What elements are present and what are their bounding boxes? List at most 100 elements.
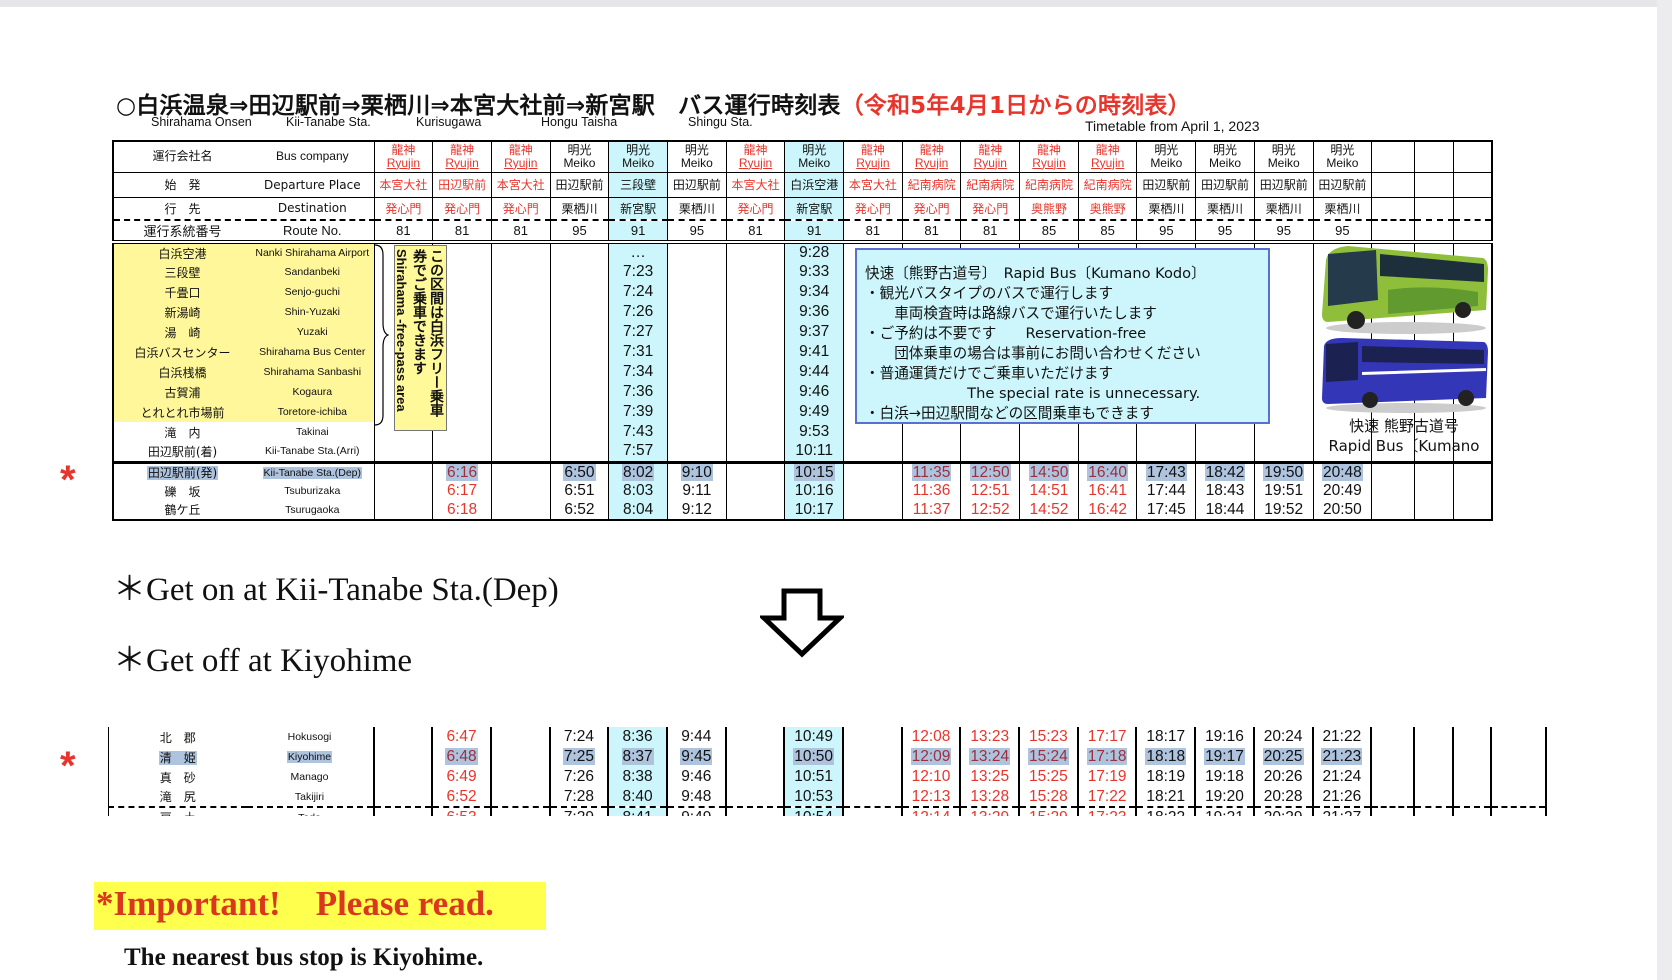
time-cell: 17:45 — [1136, 500, 1197, 520]
time-cell-text: 16:40 — [1087, 463, 1129, 481]
route-cell: 81 — [901, 219, 962, 244]
time-cell: 7:25 — [548, 747, 610, 767]
company-cell: 龍神 Ryujin — [1019, 140, 1079, 173]
time-cell — [666, 402, 727, 422]
company-cell: 龍神 Ryujin — [960, 140, 1021, 173]
bracket-icon — [374, 244, 389, 426]
time-cell: 9:44 — [665, 727, 727, 747]
company-jp: 龍神 — [1036, 142, 1061, 157]
time-cell — [666, 242, 727, 262]
time-cell: 8:37 — [607, 747, 668, 767]
stop-row: 鶴ケ丘 Tsurugaoka 6:18 6:52 8:04 9:12 10:17 11:37 1… — [112, 500, 1493, 520]
stop-name-jp: 田辺駅前(発) — [112, 460, 252, 482]
time-cell-text: 15:24 — [1028, 748, 1069, 765]
time-cell: 14:52 — [1019, 500, 1079, 520]
time-cell: 20:50 — [1312, 500, 1373, 520]
company-cell: 龍神 Ryujin — [725, 140, 786, 173]
time-cell: 9:44 — [784, 362, 845, 382]
stop-name-jp: 北 郡 — [108, 727, 247, 747]
time-cell-text: 10:50 — [793, 748, 835, 765]
time-cell — [490, 442, 551, 462]
time-cell — [549, 282, 610, 302]
company-jp: 明光 — [1271, 142, 1296, 157]
time-cell — [725, 500, 786, 520]
company-jp: 龍神 — [860, 142, 885, 157]
time-cell — [1253, 422, 1314, 442]
time-cell: 15:28 — [1018, 787, 1079, 807]
time-cell: 21:26 — [1311, 787, 1373, 807]
header-row-departure: 始 発 Departure Place 本宮大社 田辺駅前 本宮大社 田辺駅前 三段壁 田辺駅… — [112, 171, 1493, 198]
stop-row: とれとれ市場前 Toretore-ichiba 7:39 9:49 — [112, 402, 1493, 422]
time-cell — [489, 767, 551, 787]
time-cell: 10:17 — [784, 500, 845, 520]
departure-cell: 田辺駅前 — [432, 171, 492, 198]
stop-row: 清 姫 Kiyohime 6:48 7:25 8:37 9:45 10:50 12:09 13:… — [108, 747, 1548, 767]
time-cell — [490, 262, 551, 282]
empty-cell — [1413, 767, 1455, 787]
time-cell — [843, 460, 903, 482]
top-border — [0, 0, 1672, 7]
departure-cell: 田辺駅前 — [1253, 171, 1314, 198]
company-jp: 明光 — [684, 142, 709, 157]
time-cell: 10:15 — [784, 460, 845, 482]
time-cell: 20:28 — [1252, 787, 1314, 807]
time-cell: 7:39 — [608, 402, 668, 422]
time-cell: 7:27 — [608, 322, 668, 342]
stop-name-en: Kogaura — [251, 382, 375, 402]
empty-cell — [1453, 196, 1493, 221]
info-line: 車両検査時は路線バスで運行いたします — [865, 305, 1157, 322]
time-cell-text: 8:02 — [622, 463, 655, 481]
time-cell: 16:42 — [1077, 500, 1138, 520]
time-cell — [372, 787, 434, 807]
nearest-stop-note: The nearest bus stop is Kiyohime. — [124, 944, 484, 971]
time-cell — [960, 422, 1021, 442]
time-cell: 21:22 — [1311, 727, 1373, 747]
info-line: The special rate is unnecessary. — [865, 385, 1201, 402]
time-cell — [1195, 442, 1255, 462]
time-cell: 7:23 — [608, 262, 668, 282]
time-cell: 8:04 — [608, 500, 668, 520]
time-cell: 9:45 — [665, 747, 727, 767]
header-label-jp: 行 先 — [112, 196, 252, 221]
time-cell — [725, 402, 786, 422]
time-cell — [372, 767, 434, 787]
empty-cell — [1413, 727, 1455, 747]
time-cell: 19:50 — [1253, 460, 1314, 482]
route-cell: 95 — [1136, 219, 1197, 244]
stop-row: 古賀浦 Kogaura 7:36 9:46 — [112, 382, 1493, 402]
header-row-company: 運行会社名 Bus company 龍神 Ryujin 龍神 Ryujin 龍神 Ryujin… — [112, 140, 1493, 173]
company-cell: 龍神 Ryujin — [490, 140, 551, 173]
time-cell — [490, 242, 551, 262]
stop-row: 白浜桟橋 Shirahama Sanbashi 7:34 9:44 — [112, 362, 1493, 382]
company-jp: 龍神 — [391, 142, 416, 157]
time-cell — [843, 481, 903, 501]
time-cell — [725, 282, 786, 302]
route-cell: 95 — [1312, 219, 1373, 244]
company-cell: 龍神 Ryujin — [901, 140, 962, 173]
time-cell: 6:18 — [432, 500, 492, 520]
info-line: ・普通運賃だけでご乗車いただけます — [865, 365, 1114, 382]
time-cell — [666, 262, 727, 282]
time-cell — [490, 382, 551, 402]
route-cell: 91 — [608, 219, 668, 244]
time-cell: 18:42 — [1195, 460, 1255, 482]
time-cell: 7:24 — [608, 282, 668, 302]
time-cell: 9:41 — [784, 342, 845, 362]
time-cell: 12:52 — [960, 500, 1021, 520]
time-cell: 6:53 — [431, 806, 492, 816]
time-cell: 13:28 — [959, 787, 1021, 807]
empty-cell — [1453, 422, 1493, 442]
time-cell — [489, 747, 551, 767]
time-cell: 19:20 — [1194, 787, 1255, 807]
time-cell: 7:43 — [608, 422, 668, 442]
departure-cell: 紀南病院 — [901, 171, 962, 198]
time-cell: 16:40 — [1077, 460, 1138, 482]
empty-cell — [1490, 727, 1548, 747]
company-en: Meiko — [680, 155, 713, 170]
stop-row: 田辺駅前(発) Kii-Tanabe Sta.(Dep) 6:16 6:50 8:02 9… — [112, 460, 1493, 482]
empty-cell — [1413, 806, 1455, 816]
subtitle-tanabe: Kii-Tanabe Sta. — [286, 115, 371, 129]
time-cell: 17:44 — [1136, 481, 1197, 501]
time-cell: 6:52 — [549, 500, 610, 520]
stop-name-en: Yuzaki — [251, 322, 375, 342]
